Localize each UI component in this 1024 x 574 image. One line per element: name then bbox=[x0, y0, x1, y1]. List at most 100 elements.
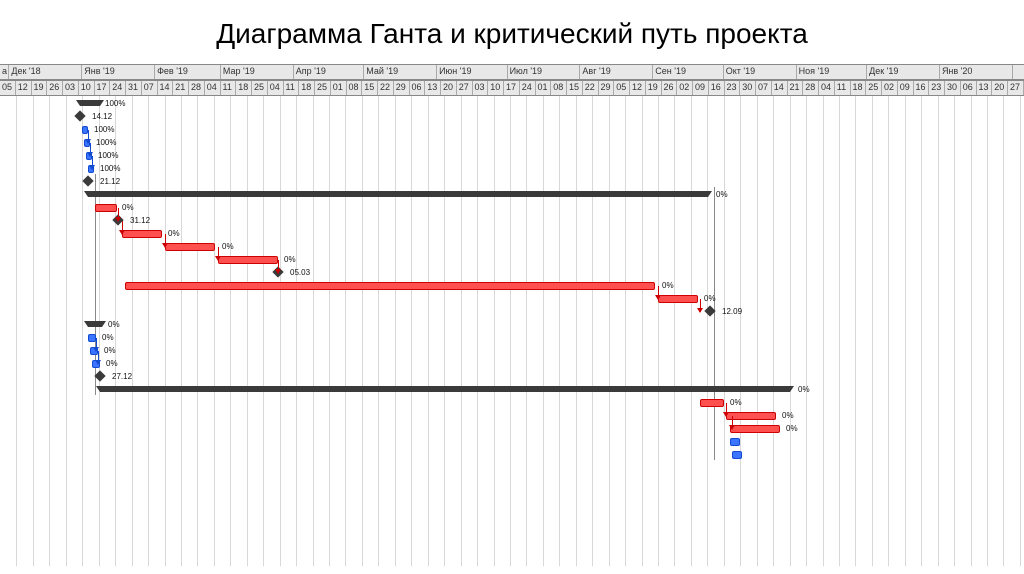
day-cell: 10 bbox=[79, 81, 95, 95]
day-cell: 24 bbox=[110, 81, 126, 95]
task-bar[interactable] bbox=[95, 204, 117, 212]
day-cell: 11 bbox=[284, 81, 300, 95]
task-label: 100% bbox=[94, 125, 114, 134]
day-cell: 29 bbox=[599, 81, 615, 95]
day-cell: 08 bbox=[347, 81, 363, 95]
task-label: 14.12 bbox=[92, 112, 112, 121]
day-cell: 08 bbox=[551, 81, 567, 95]
task-bar[interactable] bbox=[726, 412, 776, 420]
task-label: 100% bbox=[105, 99, 125, 108]
task-label: 100% bbox=[98, 151, 118, 160]
day-cell: 17 bbox=[504, 81, 520, 95]
day-cell: 31 bbox=[126, 81, 142, 95]
summary-bar[interactable] bbox=[88, 321, 102, 327]
day-cell: 24 bbox=[520, 81, 536, 95]
task-bar[interactable] bbox=[218, 256, 278, 264]
day-cell: 14 bbox=[158, 81, 174, 95]
task-bar[interactable] bbox=[658, 295, 698, 303]
task-label: 0% bbox=[222, 242, 234, 251]
month-cell: Июн '19 bbox=[437, 65, 508, 79]
day-cell: 19 bbox=[32, 81, 48, 95]
day-cell: 20 bbox=[441, 81, 457, 95]
month-cell: Дек '18 bbox=[9, 65, 82, 79]
day-cell: 30 bbox=[740, 81, 756, 95]
day-cell: 11 bbox=[835, 81, 851, 95]
task-label: 21.12 bbox=[100, 177, 120, 186]
day-cell: 29 bbox=[394, 81, 410, 95]
task-label: 12.09 bbox=[722, 307, 742, 316]
day-cell: 01 bbox=[536, 81, 552, 95]
task-label: 0% bbox=[782, 411, 794, 420]
summary-bar[interactable] bbox=[100, 386, 790, 392]
task-label: 0% bbox=[102, 333, 114, 342]
day-cell: 03 bbox=[63, 81, 79, 95]
day-cell: 14 bbox=[772, 81, 788, 95]
day-cell: 07 bbox=[142, 81, 158, 95]
task-bar[interactable] bbox=[125, 282, 655, 290]
page-title: Диаграмма Ганта и критический путь проек… bbox=[0, 0, 1024, 64]
day-cell: 22 bbox=[583, 81, 599, 95]
day-cell: 04 bbox=[819, 81, 835, 95]
days-header: 0512192603101724310714212804111825041118… bbox=[0, 80, 1024, 96]
months-header: а '18Дек '18Янв '19Фев '19Мар '19Апр '19… bbox=[0, 64, 1024, 80]
day-cell: 25 bbox=[252, 81, 268, 95]
task-bar[interactable] bbox=[122, 230, 162, 238]
month-cell: Авг '19 bbox=[580, 65, 653, 79]
task-label: 0% bbox=[122, 203, 134, 212]
month-cell: Фев '19 bbox=[155, 65, 221, 79]
day-cell: 12 bbox=[16, 81, 32, 95]
task-bar[interactable] bbox=[732, 451, 742, 459]
task-label: 05.03 bbox=[290, 268, 310, 277]
day-cell: 16 bbox=[709, 81, 725, 95]
day-cell: 20 bbox=[992, 81, 1008, 95]
milestone[interactable] bbox=[82, 175, 93, 186]
day-cell: 07 bbox=[756, 81, 772, 95]
day-cell: 13 bbox=[977, 81, 993, 95]
gantt-canvas[interactable]: 100%14.12100%100%100%100%21.120%0%31.120… bbox=[0, 96, 1024, 566]
milestone[interactable] bbox=[94, 370, 105, 381]
milestone[interactable] bbox=[74, 110, 85, 121]
month-cell: а '18 bbox=[0, 65, 9, 79]
task-label: 0% bbox=[716, 190, 728, 199]
day-cell: 21 bbox=[173, 81, 189, 95]
task-label: 31.12 bbox=[130, 216, 150, 225]
day-cell: 26 bbox=[662, 81, 678, 95]
day-cell: 30 bbox=[945, 81, 961, 95]
month-cell: Янв '19 bbox=[82, 65, 155, 79]
day-cell: 28 bbox=[189, 81, 205, 95]
task-label: 0% bbox=[108, 320, 120, 329]
day-cell: 28 bbox=[803, 81, 819, 95]
day-cell: 27 bbox=[457, 81, 473, 95]
day-cell: 25 bbox=[315, 81, 331, 95]
day-cell: 15 bbox=[567, 81, 583, 95]
task-label: 0% bbox=[168, 229, 180, 238]
task-bar[interactable] bbox=[88, 334, 96, 342]
task-label: 100% bbox=[96, 138, 116, 147]
day-cell: 12 bbox=[630, 81, 646, 95]
month-cell: Дек '19 bbox=[867, 65, 940, 79]
month-cell: Июл '19 bbox=[508, 65, 581, 79]
task-label: 0% bbox=[106, 359, 118, 368]
month-cell: Май '19 bbox=[364, 65, 437, 79]
task-bar[interactable] bbox=[730, 425, 780, 433]
summary-bar[interactable] bbox=[88, 191, 708, 197]
day-cell: 17 bbox=[95, 81, 111, 95]
day-cell: 06 bbox=[961, 81, 977, 95]
day-cell: 18 bbox=[236, 81, 252, 95]
task-bar[interactable] bbox=[730, 438, 740, 446]
day-cell: 19 bbox=[646, 81, 662, 95]
task-bar[interactable] bbox=[700, 399, 724, 407]
day-cell: 05 bbox=[614, 81, 630, 95]
day-cell: 04 bbox=[205, 81, 221, 95]
summary-bar[interactable] bbox=[80, 100, 100, 106]
day-cell: 02 bbox=[882, 81, 898, 95]
day-cell: 05 bbox=[0, 81, 16, 95]
task-bar[interactable] bbox=[165, 243, 215, 251]
day-cell: 06 bbox=[410, 81, 426, 95]
gantt-chart: а '18Дек '18Янв '19Фев '19Мар '19Апр '19… bbox=[0, 64, 1024, 566]
day-cell: 18 bbox=[851, 81, 867, 95]
day-cell: 01 bbox=[331, 81, 347, 95]
day-cell: 15 bbox=[362, 81, 378, 95]
task-label: 0% bbox=[730, 398, 742, 407]
day-cell: 27 bbox=[1008, 81, 1024, 95]
